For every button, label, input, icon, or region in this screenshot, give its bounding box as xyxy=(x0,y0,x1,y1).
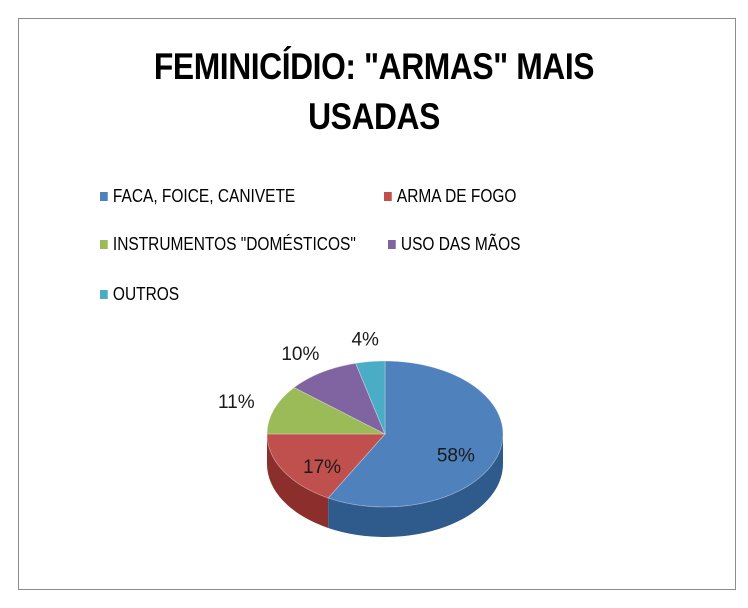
legend-swatch-instrumentos xyxy=(100,240,108,249)
legend-swatch-arma-de-fogo xyxy=(384,192,392,201)
pie-labels: 58% 17% 11% 10% 4% xyxy=(218,330,475,478)
pie-label-faca-foice-canivete: 58% xyxy=(437,445,475,466)
legend-label-uso-das-maos: USO DAS MÃOS xyxy=(400,234,521,254)
legend-label-faca: FACA, FOICE, CANIVETE xyxy=(112,186,296,206)
pie-label-outros: 4% xyxy=(351,330,379,351)
pie-sides xyxy=(267,434,503,537)
pie-slice-outros xyxy=(355,360,386,435)
legend-item-instrumentos: INSTRUMENTOS "DOMÉSTICOS" xyxy=(100,234,356,255)
legend-swatch-uso-das-maos xyxy=(388,240,396,249)
legend-swatch-faca xyxy=(100,192,108,201)
pie-label-uso-das-maos: 10% xyxy=(281,344,319,365)
legend-label-arma-de-fogo: ARMA DE FOGO xyxy=(396,186,517,206)
pie-slice-uso-das-maos xyxy=(293,362,386,435)
pie-label-arma-de-fogo: 17% xyxy=(303,457,341,478)
legend-item-outros: OUTROS xyxy=(100,284,179,305)
pie-slice-faca-foice-canivete xyxy=(327,360,504,508)
legend-item-arma-de-fogo: ARMA DE FOGO xyxy=(384,186,516,207)
chart-title-line-1: FEMINICÍDIO: "ARMAS" MAIS xyxy=(153,46,595,87)
legend-label-outros: OUTROS xyxy=(112,284,180,304)
pie-slice-instrumentos-domesticos xyxy=(266,386,386,435)
pie-tops xyxy=(266,360,504,508)
legend-item-faca: FACA, FOICE, CANIVETE xyxy=(100,186,295,207)
legend-label-instrumentos: INSTRUMENTOS "DOMÉSTICOS" xyxy=(112,234,356,254)
legend-swatch-outros xyxy=(100,290,108,299)
chart-title-line-2: USADAS xyxy=(308,96,440,137)
pie-side-faca-foice-canivete xyxy=(328,434,503,537)
pie-label-instrumentos-domesticos: 11% xyxy=(218,392,255,413)
pie-side-arma-de-fogo xyxy=(267,434,329,528)
chart-title: FEMINICÍDIO: "ARMAS" MAIS USADAS xyxy=(52,42,695,142)
legend-item-uso-das-maos: USO DAS MÃOS xyxy=(388,234,520,255)
pie-slice-arma-de-fogo xyxy=(266,433,386,499)
